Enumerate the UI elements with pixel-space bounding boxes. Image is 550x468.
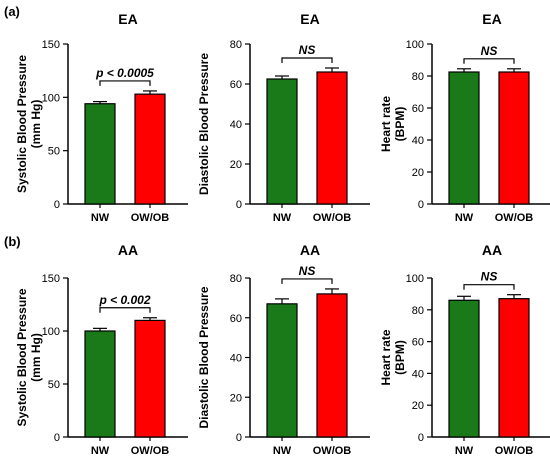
- b1-title: AA: [118, 242, 138, 258]
- b3-y-tick-label-0: 0: [418, 432, 424, 444]
- a3-y-tick-label-100: 100: [406, 39, 424, 51]
- a1-y-tick-label-50: 50: [48, 146, 60, 158]
- a3-y-tick-label-60: 60: [412, 103, 424, 115]
- a3-bar-nw: [448, 71, 480, 205]
- b3-significance-bracket: [463, 284, 515, 290]
- a2-y-axis-label-0: Diastolic Blood Pressure: [197, 53, 211, 195]
- b2-y-tick-label-80: 80: [230, 273, 242, 285]
- a3-category-label-0: NW: [455, 212, 474, 224]
- b1-y-axis-label-0: Systolic Blood Pressure: [15, 288, 29, 426]
- b3-y-tick-label-40: 40: [412, 368, 424, 380]
- b2-category-label-0: NW: [273, 445, 292, 457]
- b3-y-tick-label-100: 100: [406, 273, 424, 285]
- b2-bar-ow-ob: [316, 293, 348, 438]
- row-label-b: (b): [4, 234, 21, 249]
- a3-y-tick-label-40: 40: [412, 135, 424, 147]
- a1-y-tick-label-150: 150: [42, 39, 60, 51]
- a1-y-tick-label-100: 100: [42, 92, 60, 104]
- a2-y-tick-label-40: 40: [230, 119, 242, 131]
- a1-bar-nw: [84, 103, 116, 205]
- a3-y-tick-label-0: 0: [418, 199, 424, 211]
- b3-y-tick-label-60: 60: [412, 337, 424, 349]
- a3-significance-label: NS: [481, 44, 498, 58]
- a2-y-tick-label-80: 80: [230, 39, 242, 51]
- b2-y-tick-label-20: 20: [230, 392, 242, 404]
- row-label-a: (a): [4, 4, 20, 19]
- a1-bar-ow-ob: [134, 93, 166, 205]
- a2-y-tick-label-0: 0: [236, 199, 242, 211]
- b2-y-tick-label-40: 40: [230, 353, 242, 365]
- b2-bar-nw: [266, 303, 298, 438]
- a1-y-axis-label-0: Systolic Blood Pressure: [15, 55, 29, 193]
- b3-category-label-1: OW/OB: [495, 445, 534, 457]
- a3-y-axis-label-1: (BPM): [393, 107, 407, 142]
- a2-bar-ow-ob: [316, 71, 348, 205]
- b2-title: AA: [300, 242, 320, 258]
- a2-category-label-1: OW/OB: [313, 212, 352, 224]
- a1-y-axis-label-1: (mm Hg): [29, 100, 43, 149]
- b3-title: AA: [482, 242, 502, 258]
- a2-y-tick-label-60: 60: [230, 79, 242, 91]
- b1-significance-label: p < 0.002: [98, 293, 150, 307]
- a2-y-tick-label-20: 20: [230, 159, 242, 171]
- a2-category-label-0: NW: [273, 212, 292, 224]
- a3-y-tick-label-20: 20: [412, 167, 424, 179]
- a1-y-tick-label-0: 0: [54, 199, 60, 211]
- a3-y-tick-label-80: 80: [412, 71, 424, 83]
- b3-category-label-0: NW: [455, 445, 474, 457]
- b3-bar-nw: [448, 299, 480, 438]
- a1-title: EA: [118, 11, 137, 27]
- b3-y-axis-label-1: (BPM): [393, 340, 407, 375]
- b1-y-tick-label-50: 50: [48, 379, 60, 391]
- b3-bar-ow-ob: [498, 298, 530, 438]
- a2-significance-bracket: [281, 57, 333, 63]
- a3-y-axis-label-0: Heart rate: [379, 96, 393, 152]
- b2-significance-bracket: [281, 278, 333, 284]
- b1-y-tick-label-150: 150: [42, 273, 60, 285]
- a3-title: EA: [482, 11, 501, 27]
- b3-y-tick-label-20: 20: [412, 400, 424, 412]
- b2-y-axis-label-0: Diastolic Blood Pressure: [197, 286, 211, 428]
- b1-bar-ow-ob: [134, 319, 166, 438]
- b3-y-axis-label-0: Heart rate: [379, 329, 393, 385]
- b1-y-tick-label-0: 0: [54, 432, 60, 444]
- a1-category-label-0: NW: [91, 212, 110, 224]
- a2-significance-label: NS: [299, 43, 316, 57]
- a1-category-label-1: OW/OB: [131, 212, 170, 224]
- b1-category-label-0: NW: [91, 445, 110, 457]
- a1-significance-label: p < 0.0005: [95, 66, 154, 80]
- b1-bar-nw: [84, 330, 116, 438]
- b1-y-tick-label-100: 100: [42, 326, 60, 338]
- b2-significance-label: NS: [299, 264, 316, 278]
- b3-significance-label: NS: [481, 270, 498, 284]
- b1-category-label-1: OW/OB: [131, 445, 170, 457]
- a3-bar-ow-ob: [498, 71, 530, 205]
- b1-significance-bracket: [99, 307, 151, 313]
- a3-category-label-1: OW/OB: [495, 212, 534, 224]
- b1-y-axis-label-1: (mm Hg): [29, 333, 43, 382]
- b2-category-label-1: OW/OB: [313, 445, 352, 457]
- a2-bar-nw: [266, 78, 298, 205]
- b3-y-tick-label-80: 80: [412, 305, 424, 317]
- b2-y-tick-label-60: 60: [230, 313, 242, 325]
- a3-significance-bracket: [463, 58, 515, 64]
- a1-significance-bracket: [99, 80, 151, 86]
- a2-title: EA: [300, 11, 319, 27]
- b2-y-tick-label-0: 0: [236, 432, 242, 444]
